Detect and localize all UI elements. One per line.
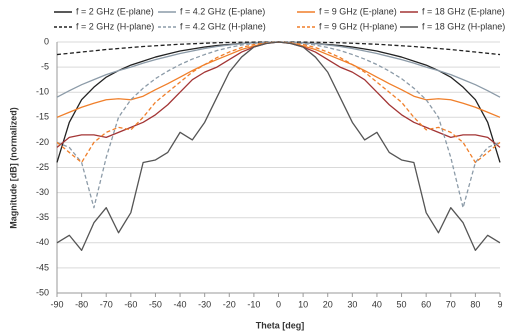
x-tick-label: -90 — [50, 299, 63, 309]
series-line — [56, 41, 501, 251]
legend-label: f = 4.2 GHz (E-plane) — [180, 6, 265, 16]
series-line — [56, 41, 501, 56]
legend-label: f = 9 GHz (H-plane) — [319, 21, 397, 31]
x-tick-label: -60 — [124, 299, 137, 309]
series-line — [56, 41, 501, 98]
x-tick-label: -30 — [198, 299, 211, 309]
legend-label: f = 4.2 GHz (H-plane) — [180, 21, 266, 31]
y-tick-label: -20 — [36, 137, 49, 147]
y-tick-label: -35 — [36, 212, 49, 222]
y-tick-label: -10 — [36, 87, 49, 97]
x-tick-label: -20 — [223, 299, 236, 309]
y-tick-label: -45 — [36, 262, 49, 272]
x-tick-label: 20 — [323, 299, 333, 309]
x-tick-label: 30 — [347, 299, 357, 309]
y-tick-label: -5 — [41, 61, 49, 71]
y-tick-label: -50 — [36, 287, 49, 297]
x-tick-label: 0 — [276, 299, 281, 309]
x-tick-label: 60 — [421, 299, 431, 309]
series-line — [56, 41, 501, 163]
legend-label: f = 2 GHz (H-plane) — [76, 21, 154, 31]
legend-label: f = 18 GHz (H-plane) — [422, 21, 505, 31]
series-line — [56, 41, 501, 164]
x-tick-label: -40 — [174, 299, 187, 309]
x-tick-label: 80 — [470, 299, 480, 309]
x-tick-label: -50 — [149, 299, 162, 309]
x-tick-label: -70 — [100, 299, 113, 309]
legend-label: f = 18 GHz (E-plane) — [422, 6, 505, 16]
x-tick-label: -80 — [75, 299, 88, 309]
x-tick-label: 9 — [497, 299, 502, 309]
x-tick-label: 10 — [298, 299, 308, 309]
y-tick-label: -30 — [36, 187, 49, 197]
series-line — [56, 41, 501, 148]
y-tick-label: -25 — [36, 162, 49, 172]
legend-label: f = 2 GHz (E-plane) — [76, 6, 154, 16]
series-line — [56, 41, 501, 118]
y-tick-label: -15 — [36, 112, 49, 122]
y-tick-label: 0 — [44, 36, 49, 46]
legend-label: f = 9 GHz (E-plane) — [319, 6, 397, 16]
x-tick-label: 40 — [372, 299, 382, 309]
x-tick-label: 50 — [397, 299, 407, 309]
x-tick-label: 70 — [446, 299, 456, 309]
y-tick-label: -40 — [36, 237, 49, 247]
y-axis-title: Magnitude [dB] (normalized) — [8, 107, 18, 229]
x-tick-label: -10 — [247, 299, 260, 309]
x-axis-title: Theta [deg] — [256, 320, 305, 330]
